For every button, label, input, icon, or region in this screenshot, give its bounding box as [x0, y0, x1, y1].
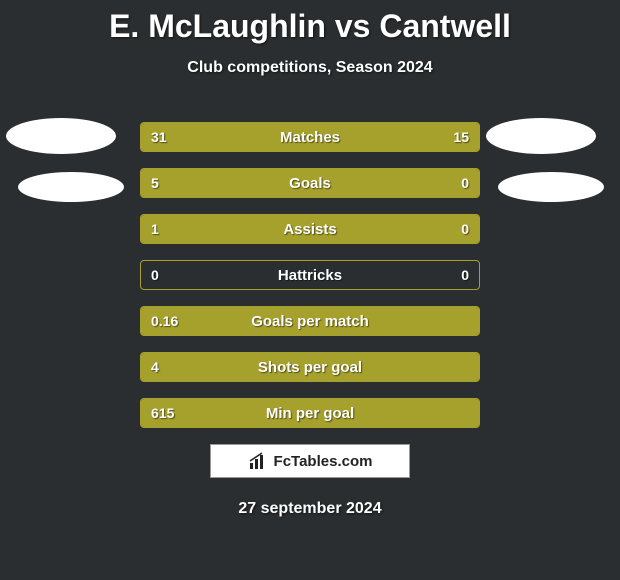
stat-value-left: 0: [151, 261, 159, 289]
stat-value-right: 0: [461, 169, 469, 197]
page-subtitle: Club competitions, Season 2024: [0, 59, 620, 77]
stat-row: 0 0Hattricks: [140, 260, 480, 290]
page-title: E. McLaughlin vs Cantwell: [0, 0, 620, 45]
stat-fill-left: [141, 123, 364, 151]
stat-value-left: 0.16: [151, 307, 178, 335]
stat-row: 615Min per goal: [140, 398, 480, 428]
team-badge-left-1: [18, 172, 124, 202]
stat-value-left: 5: [151, 169, 159, 197]
stat-value-left: 615: [151, 399, 174, 427]
stat-row: 3115Matches: [140, 122, 480, 152]
stat-fill-left: [141, 215, 405, 243]
stat-label: Hattricks: [141, 261, 479, 289]
stat-value-right: 15: [453, 123, 469, 151]
stat-row: 4Shots per goal: [140, 352, 480, 382]
footer-date: 27 september 2024: [0, 500, 620, 518]
team-badge-right-2: [486, 118, 596, 154]
stat-value-left: 1: [151, 215, 159, 243]
stat-value-left: 4: [151, 353, 159, 381]
comparison-rows: 3115Matches50Goals10Assists00Hattricks0.…: [140, 122, 480, 444]
stat-row: 50Goals: [140, 168, 480, 198]
team-badge-left-0: [6, 118, 116, 154]
stat-row: 10Assists: [140, 214, 480, 244]
stat-fill-left: [141, 399, 479, 427]
stat-value-right: 0: [461, 261, 469, 289]
brand-text: FcTables.com: [274, 453, 373, 470]
team-badge-right-3: [498, 172, 604, 202]
stat-value-right: 0: [461, 215, 469, 243]
stat-fill-left: [141, 353, 479, 381]
stat-row: 0.16Goals per match: [140, 306, 480, 336]
stat-fill-left: [141, 169, 405, 197]
stat-value-left: 31: [151, 123, 167, 151]
stat-fill-left: [141, 307, 479, 335]
chart-icon: [248, 451, 268, 471]
brand-logo: FcTables.com: [210, 444, 410, 478]
